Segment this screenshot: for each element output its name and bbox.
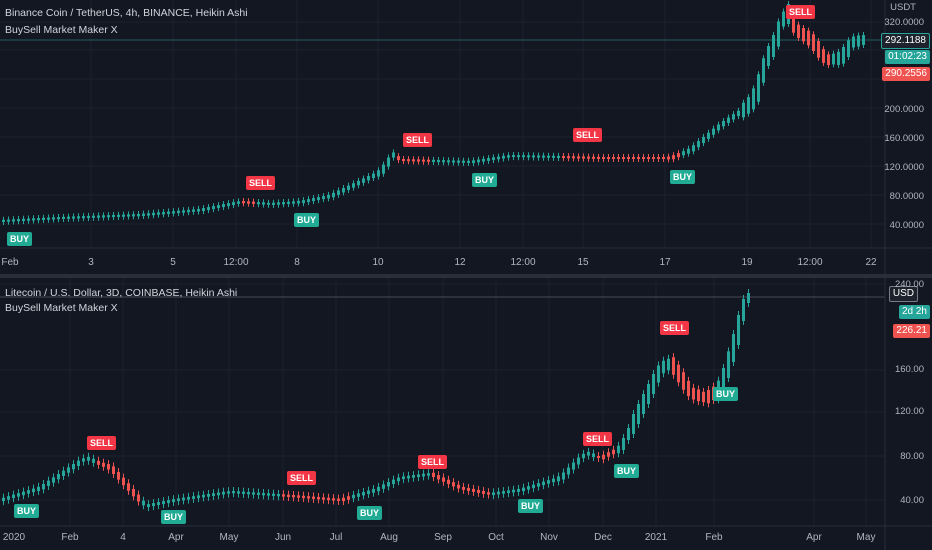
bottom-chart-pane[interactable]: Litecoin / U.S. Dollar, 3D, COINBASE, He… [0, 278, 932, 550]
top-x-15: 15 [577, 257, 589, 268]
top-signal-sell-3[interactable]: SELL [573, 128, 603, 142]
bottom-x-feb2: Feb [705, 532, 723, 543]
bottom-signal-buy-4[interactable]: BUY [518, 499, 544, 513]
top-symbol-title[interactable]: Binance Coin / TetherUS, 4h, BINANCE, He… [5, 7, 248, 19]
bottom-signal-sell-2[interactable]: SELL [287, 471, 317, 485]
top-chart-pane[interactable]: Binance Coin / TetherUS, 4h, BINANCE, He… [0, 0, 932, 274]
top-x-12: 12 [454, 257, 466, 268]
top-price-40: 40.0000 [889, 220, 924, 231]
pane-separator[interactable] [0, 274, 932, 278]
top-last-price-tag: 292.1188 [881, 33, 930, 49]
top-x-3: 3 [88, 257, 94, 268]
top-signal-sell-2[interactable]: SELL [403, 133, 433, 147]
top-currency-label: USDT [890, 2, 916, 13]
bottom-x-jul: Jul [329, 532, 343, 543]
top-x-1200c: 12:00 [797, 257, 823, 268]
bottom-signal-sell-1[interactable]: SELL [87, 436, 117, 450]
bottom-x-dec: Dec [594, 532, 612, 543]
top-countdown-tag: 01:02:23 [885, 50, 930, 64]
bottom-x-feb: Feb [61, 532, 79, 543]
bottom-signal-sell-3[interactable]: SELL [418, 455, 448, 469]
top-red-price-tag: 290.2556 [882, 67, 930, 81]
bottom-x-2021: 2021 [644, 532, 668, 543]
bottom-signal-sell-4[interactable]: SELL [583, 432, 613, 446]
top-x-10: 10 [372, 257, 384, 268]
bottom-x-sep: Sep [434, 532, 452, 543]
bottom-symbol-title[interactable]: Litecoin / U.S. Dollar, 3D, COINBASE, He… [5, 287, 238, 299]
top-x-1200a: 12:00 [223, 257, 249, 268]
top-x-5: 5 [170, 257, 176, 268]
bottom-signal-buy-3[interactable]: BUY [357, 506, 383, 520]
bottom-price-120: 120.00 [894, 406, 924, 417]
bottom-price-160: 160.00 [894, 364, 924, 375]
bottom-countdown-tag: 2d 2h [898, 305, 930, 319]
top-x-19: 19 [741, 257, 753, 268]
bottom-candles[interactable] [0, 278, 932, 550]
bottom-x-nov: Nov [540, 532, 558, 543]
top-x-feb: Feb [1, 257, 19, 268]
bottom-currency-tag: USD [888, 286, 918, 302]
top-price-120: 120.0000 [884, 162, 924, 173]
bottom-signal-buy-2[interactable]: BUY [161, 510, 187, 524]
top-price-160: 160.0000 [884, 133, 924, 144]
bottom-signal-buy-6[interactable]: BUY [713, 387, 739, 401]
top-signal-sell-4[interactable]: SELL [786, 5, 816, 19]
bottom-red-price-tag: 226.21 [893, 324, 930, 338]
top-signal-sell-1[interactable]: SELL [246, 176, 276, 190]
top-indicator-label[interactable]: BuySell Market Maker X [5, 24, 118, 36]
top-signal-buy-1[interactable]: BUY [7, 232, 33, 246]
bottom-x-may2: May [856, 532, 876, 543]
top-signal-buy-3[interactable]: BUY [472, 173, 498, 187]
top-x-8: 8 [294, 257, 300, 268]
top-price-200: 200.0000 [884, 104, 924, 115]
top-candles[interactable] [0, 0, 932, 274]
bottom-signal-buy-1[interactable]: BUY [14, 504, 40, 518]
bottom-price-80: 80.00 [900, 451, 924, 462]
bottom-x-aug: Aug [380, 532, 398, 543]
bottom-signal-buy-5[interactable]: BUY [614, 464, 640, 478]
bottom-signal-sell-5[interactable]: SELL [660, 321, 690, 335]
bottom-price-240: 240.00 [894, 279, 924, 290]
top-x-1200b: 12:00 [510, 257, 536, 268]
bottom-x-jun: Jun [274, 532, 292, 543]
bottom-x-apr: Apr [168, 532, 184, 543]
top-price-80: 80.0000 [889, 191, 924, 202]
top-x-22: 22 [865, 257, 877, 268]
bottom-x-may: May [219, 532, 239, 543]
bottom-indicator-label[interactable]: BuySell Market Maker X [5, 302, 118, 314]
bottom-x-apr2: Apr [806, 532, 822, 543]
top-price-320: 320.0000 [884, 17, 924, 28]
top-signal-buy-4[interactable]: BUY [670, 170, 696, 184]
bottom-x-oct: Oct [488, 532, 504, 543]
bottom-x-2020: 2020 [2, 532, 26, 543]
top-signal-buy-2[interactable]: BUY [294, 213, 320, 227]
top-x-17: 17 [659, 257, 671, 268]
bottom-price-40: 40.00 [900, 495, 924, 506]
bottom-x-4: 4 [120, 532, 126, 543]
